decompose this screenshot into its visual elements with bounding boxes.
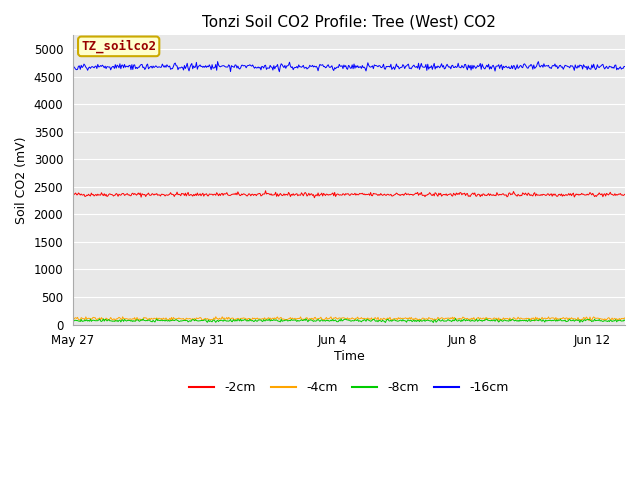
-2cm [262,188,269,193]
-16cm [276,69,284,74]
-4cm [211,317,219,323]
-16cm [167,66,175,72]
-2cm [440,192,447,197]
-8cm [621,318,629,324]
-4cm [438,315,446,321]
-2cm [167,190,175,195]
-2cm [486,191,494,197]
-4cm [531,318,538,324]
-8cm [69,318,77,324]
-8cm [486,318,494,324]
Line: -4cm: -4cm [73,317,625,321]
-16cm [440,63,447,69]
-16cm [486,64,494,70]
-16cm [321,63,328,69]
-2cm [211,192,219,197]
-4cm [320,317,328,323]
-8cm [211,318,219,324]
-4cm [396,316,403,322]
Line: -16cm: -16cm [73,61,625,72]
Title: Tonzi Soil CO2 Profile: Tree (West) CO2: Tonzi Soil CO2 Profile: Tree (West) CO2 [202,15,496,30]
-16cm [211,65,219,71]
-16cm [69,60,77,66]
-4cm [621,315,629,321]
-2cm [396,192,404,198]
-16cm [214,59,221,64]
Y-axis label: Soil CO2 (mV): Soil CO2 (mV) [15,136,28,224]
-8cm [438,317,446,323]
-4cm [212,314,220,320]
-2cm [310,195,318,201]
-2cm [621,192,629,197]
-4cm [486,315,493,321]
Text: TZ_soilco2: TZ_soilco2 [81,40,156,53]
-8cm [429,320,437,325]
-8cm [394,318,402,324]
-8cm [167,318,175,324]
Line: -2cm: -2cm [73,191,625,198]
Line: -8cm: -8cm [73,319,625,323]
-16cm [621,64,629,70]
-8cm [319,318,326,324]
X-axis label: Time: Time [333,350,364,363]
Legend: -2cm, -4cm, -8cm, -16cm: -2cm, -4cm, -8cm, -16cm [184,376,513,399]
-4cm [69,315,77,321]
-4cm [167,317,175,323]
-8cm [452,316,460,322]
-16cm [396,65,404,71]
-2cm [69,191,77,197]
-2cm [321,192,328,197]
